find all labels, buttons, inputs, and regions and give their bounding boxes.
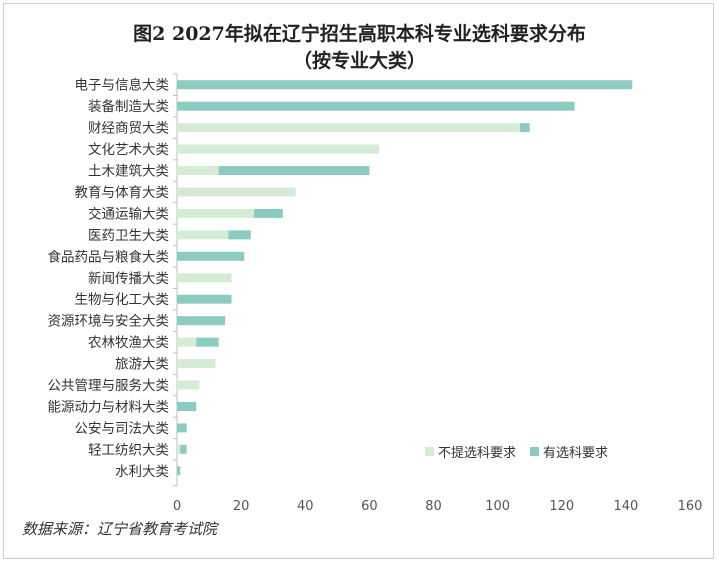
category-label: 食品药品与粮食大类 <box>48 248 170 265</box>
bar-no-requirement <box>177 337 197 347</box>
source-note: 数据来源：辽宁省教育考试院 <box>22 520 218 538</box>
bar-has-requirement <box>196 337 219 347</box>
x-tick-label: 0 <box>173 499 181 514</box>
bar-no-requirement <box>177 230 229 240</box>
category-label: 水利大类 <box>115 464 169 480</box>
x-tick-label: 120 <box>549 499 574 514</box>
chart-subtitle: （按专业大类） <box>292 50 426 72</box>
bar-has-requirement <box>177 466 181 476</box>
category-label: 医药卫生大类 <box>88 228 169 244</box>
bar-no-requirement <box>177 166 219 176</box>
bar-has-requirement <box>177 251 245 261</box>
bar-has-requirement <box>253 208 283 218</box>
category-label: 新闻传播大类 <box>88 271 169 287</box>
legend-label-no-requirement: 不提选科要求 <box>438 446 517 461</box>
x-tick-label: 160 <box>678 499 703 514</box>
legend-label-has-requirement: 有选科要求 <box>543 446 609 461</box>
x-tick-label: 80 <box>425 499 442 514</box>
category-label: 文化艺术大类 <box>88 142 169 158</box>
x-tick-label: 140 <box>613 499 638 514</box>
bar-no-requirement <box>177 144 379 154</box>
bar-no-requirement <box>177 273 232 283</box>
category-label: 旅游大类 <box>115 357 169 373</box>
category-label: 交通运输大类 <box>88 205 169 222</box>
x-tick-label: 20 <box>233 499 250 514</box>
category-label: 轻工纺织大类 <box>88 442 169 458</box>
chart-frame <box>3 3 714 559</box>
category-label: 农林牧渔大类 <box>88 335 169 351</box>
bar-has-requirement <box>177 80 633 90</box>
category-label: 教育与体育大类 <box>75 185 170 201</box>
bar-has-requirement <box>177 401 197 411</box>
category-label: 土木建筑大类 <box>88 164 169 180</box>
legend-swatch-no-requirement <box>425 447 434 456</box>
bar-has-requirement <box>180 444 187 454</box>
x-tick-label: 60 <box>361 499 378 514</box>
bar-no-requirement <box>177 359 216 369</box>
bar-has-requirement <box>228 230 251 240</box>
legend-swatch-has-requirement <box>530 447 540 456</box>
bar-no-requirement <box>177 208 254 218</box>
bar-has-requirement <box>520 123 530 133</box>
category-label: 能源动力与材料大类 <box>48 399 170 415</box>
category-label: 装备制造大类 <box>88 98 169 115</box>
bar-has-requirement <box>177 294 232 304</box>
bar-has-requirement <box>218 166 370 176</box>
category-label: 公安与司法大类 <box>75 421 170 437</box>
bar-has-requirement <box>177 423 187 433</box>
x-tick-label: 40 <box>297 499 314 514</box>
x-tick-label: 100 <box>485 499 510 514</box>
chart-legend: 不提选科要求 有选科要求 <box>425 442 608 461</box>
category-label: 资源环境与安全大类 <box>48 313 170 330</box>
category-label: 生物与化工大类 <box>75 292 170 308</box>
bar-has-requirement <box>177 101 575 111</box>
category-label: 电子与信息大类 <box>75 77 170 94</box>
bar-no-requirement <box>177 187 296 197</box>
bar-has-requirement <box>177 316 226 326</box>
category-label: 公共管理与服务大类 <box>48 378 170 394</box>
bar-no-requirement <box>177 444 181 454</box>
legend-item-has-requirement: 有选科要求 <box>530 442 608 461</box>
bar-no-requirement <box>177 380 200 390</box>
chart-title: 图2 2027年拟在辽宁招生高职本科专业选科要求分布 <box>133 23 586 45</box>
category-label: 财经商贸大类 <box>88 121 169 137</box>
legend-item-no-requirement: 不提选科要求 <box>425 442 516 461</box>
bar-no-requirement <box>177 123 521 133</box>
